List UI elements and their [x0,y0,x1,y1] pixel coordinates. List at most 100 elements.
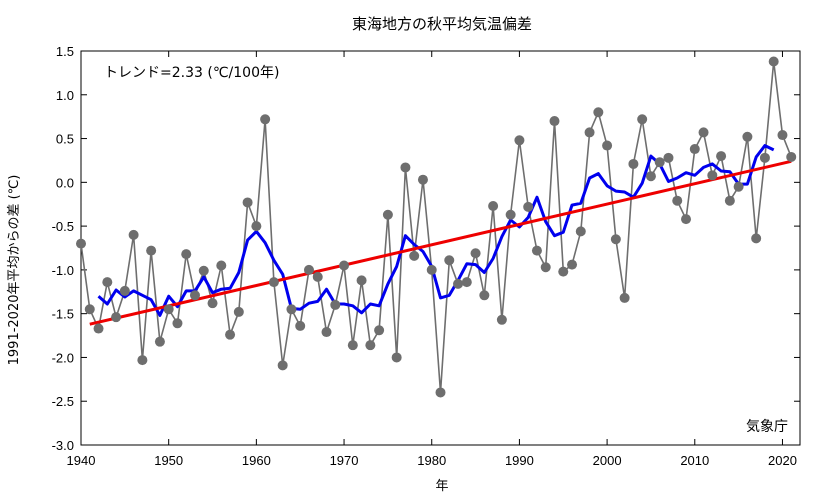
annual-point [584,127,595,138]
annual-point [610,234,621,245]
annual-point [400,162,411,173]
x-tick-label: 2000 [593,453,622,468]
annual-point [558,266,569,277]
annual-point [786,151,797,162]
annual-point [233,306,244,317]
annual-point [321,327,332,338]
annual-point [76,238,86,249]
annual-point [163,304,174,315]
annual-point [347,340,358,351]
annual-point [602,140,613,151]
annual-point [137,355,148,366]
annual-point [707,170,718,181]
annual-point [277,360,288,371]
annual-point [672,195,683,206]
annual-point [768,56,779,67]
annual-point [689,144,700,155]
y-tick-label: -2.0 [52,350,74,365]
x-axis-label: 年 [435,479,448,494]
annual-point [461,277,472,288]
y-tick-label: 0.5 [56,132,74,147]
annual-point [777,130,788,141]
annual-point [435,387,446,398]
annual-point [154,336,165,347]
annual-point [488,200,499,211]
annual-point [330,299,341,310]
annual-point [172,318,183,329]
annual-point [426,264,437,275]
annual-point [645,171,656,182]
annual-point [417,174,428,185]
annual-point [654,157,665,168]
annual-point [84,304,95,315]
annual-point [444,255,455,266]
x-tick-label: 2010 [680,453,709,468]
annual-point [496,314,507,325]
annual-point [286,304,297,315]
annual-point [242,197,253,208]
annual-point [198,265,209,276]
annual-point [119,285,130,296]
annual-point [268,277,279,288]
annual-point [374,325,385,336]
x-tick-label: 1950 [154,453,183,468]
annual-point [663,152,674,163]
x-tick-label: 1980 [417,453,446,468]
annual-point [514,135,525,146]
annual-point [733,181,744,192]
annual-point [128,229,139,240]
annual-point [479,290,490,301]
annual-point [251,221,262,232]
annual-point [698,127,709,138]
annual-point [216,260,227,271]
annual-point [470,248,481,259]
source-label: 気象庁 [746,419,788,435]
y-tick-label: 0.0 [56,175,74,190]
x-tick-label: 1940 [67,453,96,468]
annual-point [751,233,762,244]
annual-point [453,278,464,289]
annual-point [637,114,648,125]
annual-point [575,226,586,237]
annual-point [724,195,735,206]
annual-point [409,250,420,261]
annual-point [260,114,271,125]
annual-point [181,249,192,260]
annual-point [93,323,104,334]
annual-point [295,320,306,331]
annual-point [339,260,350,271]
annual-point [225,329,236,340]
annual-point [365,340,376,351]
annual-point [303,264,314,275]
annual-point [391,352,402,363]
annual-point [207,298,218,309]
y-tick-label: -3.0 [52,438,74,453]
x-tick-label: 1990 [505,453,534,468]
annual-point [567,259,578,270]
annual-point [111,312,122,323]
annual-point [531,245,542,256]
annual-point [505,209,516,220]
x-tick-label: 1960 [242,453,271,468]
y-tick-label: 1.0 [56,88,74,103]
annual-point [681,214,692,225]
annual-point [628,158,639,169]
y-tick-label: -1.5 [52,307,74,322]
y-tick-label: -2.5 [52,394,74,409]
annual-point [356,275,367,286]
annual-point [146,245,157,256]
y-tick-label: 1.5 [56,44,74,59]
annual-point [540,262,551,273]
plot-area: -3.0 -2.5 -2.0 -1.5 -1.0 -0.5 0.0 0.5 1.0 1.5 1940… [52,44,801,468]
annual-point [619,292,630,303]
annual-point [102,277,113,288]
annual-point [759,152,770,163]
y-tick-label: -0.5 [52,219,74,234]
chart-title: 東海地方の秋平均気温偏差 [352,15,532,33]
annual-point [189,290,200,301]
trend-annotation: トレンド=2.33 (℃/100年) [104,65,279,81]
annual-point [742,131,753,142]
annual-point [593,107,604,118]
trend-line [89,159,792,326]
